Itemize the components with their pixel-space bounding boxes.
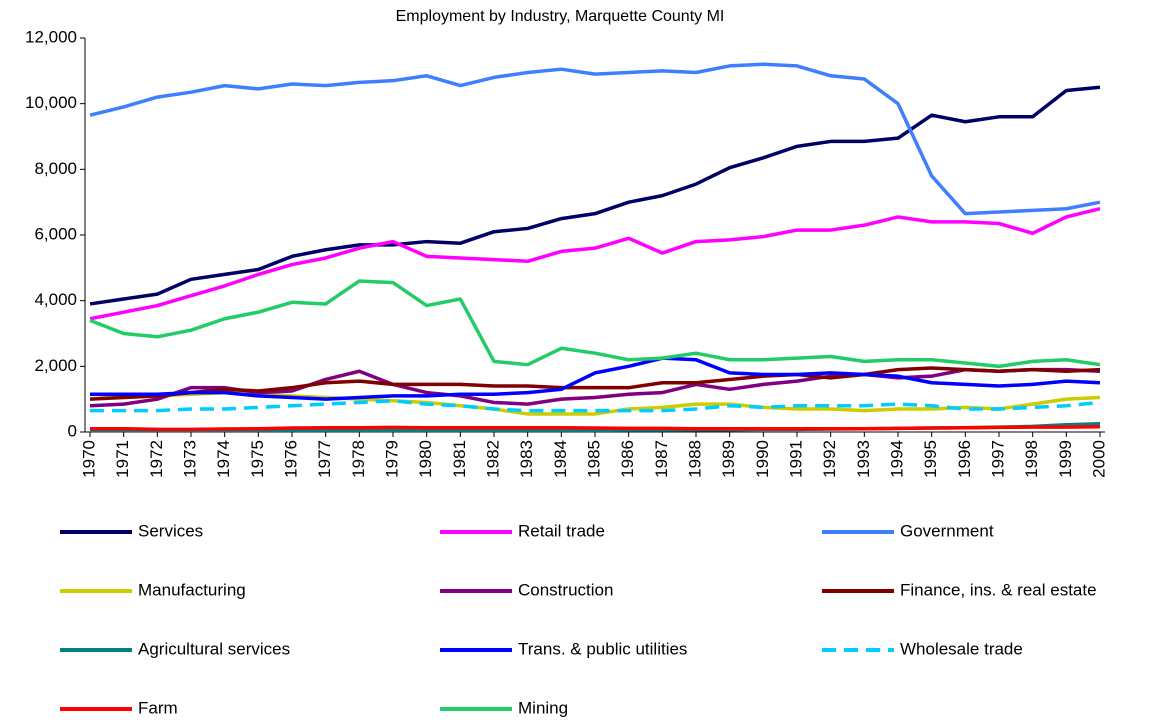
x-tick-label: 1998 (1022, 440, 1041, 478)
series-line (89, 85, 1101, 306)
x-tick-label: 1974 (214, 440, 233, 478)
legend-label: Government (900, 521, 994, 540)
x-tick-label: 1981 (450, 440, 469, 478)
series-line (89, 366, 1101, 401)
x-tick-label: 1989 (719, 440, 738, 478)
x-tick-label: 1983 (517, 440, 536, 478)
chart-title: Employment by Industry, Marquette County… (396, 8, 725, 25)
x-tick-label: 1979 (382, 440, 401, 478)
y-tick-label: 12,000 (25, 27, 77, 46)
y-tick-label: 4,000 (34, 290, 77, 309)
series-line (89, 62, 1101, 216)
x-tick-label: 1986 (618, 440, 637, 478)
series-line (89, 279, 1101, 369)
legend-label: Construction (518, 580, 613, 599)
x-tick-label: 1987 (652, 440, 671, 478)
x-tick-label: 1985 (584, 440, 603, 478)
x-tick-label: 1999 (1056, 440, 1075, 478)
legend-label: Services (138, 521, 203, 540)
x-tick-label: 1980 (416, 440, 435, 478)
x-tick-label: 1993 (854, 440, 873, 478)
series-line (89, 207, 1101, 321)
x-tick-label: 1991 (786, 440, 805, 478)
legend-label: Farm (138, 698, 178, 717)
series-line (90, 399, 1101, 413)
x-tick-label: 1972 (147, 440, 166, 478)
legend-label: Trans. & public utilities (518, 639, 687, 658)
series-line (90, 424, 1101, 432)
x-tick-label: 1976 (281, 440, 300, 478)
x-tick-label: 2000 (1089, 440, 1108, 478)
x-tick-label: 1977 (315, 440, 334, 478)
x-tick-label: 1995 (921, 440, 940, 478)
x-tick-label: 1990 (753, 440, 772, 478)
y-tick-label: 8,000 (34, 159, 77, 178)
x-tick-label: 1978 (349, 440, 368, 478)
x-tick-label: 1984 (551, 440, 570, 478)
x-tick-label: 1982 (483, 440, 502, 478)
y-tick-label: 2,000 (34, 356, 77, 375)
x-tick-label: 1971 (113, 440, 132, 478)
y-tick-label: 10,000 (25, 93, 77, 112)
x-tick-label: 1996 (955, 440, 974, 478)
legend-label: Manufacturing (138, 580, 246, 599)
x-tick-label: 1992 (820, 440, 839, 478)
x-tick-label: 1997 (988, 440, 1007, 478)
y-tick-label: 6,000 (34, 224, 77, 243)
legend-label: Retail trade (518, 521, 605, 540)
legend-label: Agricultural services (138, 639, 290, 658)
y-tick-label: 0 (68, 421, 77, 440)
legend-label: Wholesale trade (900, 639, 1023, 658)
x-tick-label: 1994 (887, 440, 906, 478)
x-tick-label: 1988 (685, 440, 704, 478)
legend-label: Mining (518, 698, 568, 717)
x-tick-label: 1973 (180, 440, 199, 478)
x-tick-label: 1975 (248, 440, 267, 478)
x-tick-label: 1970 (79, 440, 98, 478)
legend-label: Finance, ins. & real estate (900, 580, 1097, 599)
series-line (90, 356, 1101, 401)
